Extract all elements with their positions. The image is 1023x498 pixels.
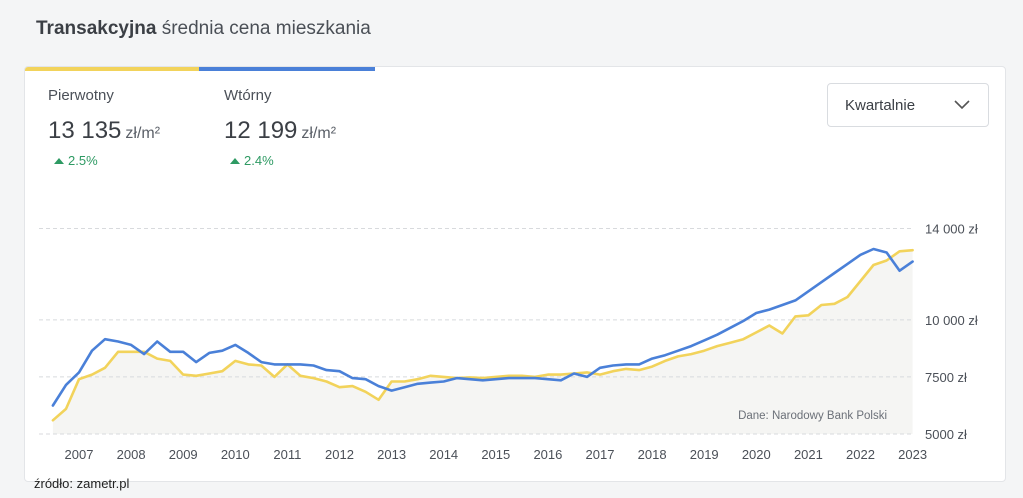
x-tick-label: 2009 (169, 447, 198, 462)
x-tick-label: 2013 (377, 447, 406, 462)
page-title-bold: Transakcyjna (36, 18, 157, 39)
chart-annotation: Dane: Narodowy Bank Polski (738, 410, 887, 422)
x-tick-label: 2015 (481, 447, 510, 462)
period-dropdown[interactable]: Kwartalnie (827, 83, 989, 127)
stat-value: 12 199 (224, 117, 298, 144)
page-title-rest: średnia cena mieszkania (161, 18, 371, 39)
stat-pierwotny[interactable]: Pierwotny 13 135 zł/m² 2.5% (48, 87, 160, 168)
x-tick-label: 2012 (325, 447, 354, 462)
x-tick-label: 2007 (65, 447, 94, 462)
chevron-down-icon (954, 100, 970, 110)
x-tick-label: 2010 (221, 447, 250, 462)
x-tick-label: 2011 (273, 447, 301, 462)
stat-unit: zł/m² (125, 125, 161, 142)
x-tick-label: 2023 (898, 447, 927, 462)
x-tick-label: 2021 (794, 447, 823, 462)
area-fill (52, 250, 913, 434)
x-tick-label: 2020 (742, 447, 771, 462)
stat-change: 2.5% (48, 153, 160, 168)
y-tick-label: 14 000 zł (925, 222, 978, 237)
y-tick-label: 7500 zł (925, 370, 967, 385)
x-tick-label: 2008 (117, 447, 146, 462)
y-tick-label: 5000 zł (925, 427, 967, 442)
stat-unit: zł/m² (301, 125, 337, 142)
y-tick-label: 10 000 zł (925, 313, 978, 328)
arrow-up-icon (54, 157, 64, 164)
series-line-pierwotny (51, 248, 914, 422)
stat-wtorny[interactable]: Wtórny 12 199 zł/m² 2.4% (224, 87, 336, 168)
stat-change: 2.4% (224, 153, 336, 168)
stat-change-value: 2.4% (244, 153, 274, 168)
period-dropdown-label: Kwartalnie (845, 96, 916, 114)
stat-label: Wtórny (224, 87, 272, 104)
x-tick-label: 2019 (690, 447, 719, 462)
price-chart: 5000 zł 7500 zł 10 000 zł 14 000 zł 2007 2008… (39, 222, 978, 462)
stat-label: Pierwotny (48, 87, 114, 104)
x-tick-label: 2018 (638, 447, 667, 462)
tab-indicator-pierwotny (25, 67, 199, 71)
chart-card: 5000 zł 7500 zł 10 000 zł 14 000 zł 2007 2008… (24, 66, 1006, 482)
source-note: źródło: zametr.pl (34, 476, 130, 491)
tab-indicator-wtorny (199, 67, 375, 71)
series-line-wtórny (51, 247, 914, 407)
x-tick-label: 2016 (533, 447, 562, 462)
x-tick-label: 2022 (846, 447, 875, 462)
x-tick-label: 2017 (586, 447, 615, 462)
page-title: Transakcyjna średnia cena mieszkania (36, 18, 371, 40)
arrow-up-icon (230, 157, 240, 164)
x-tick-label: 2014 (429, 447, 458, 462)
stat-change-value: 2.5% (68, 153, 98, 168)
stat-value: 13 135 (48, 117, 122, 144)
